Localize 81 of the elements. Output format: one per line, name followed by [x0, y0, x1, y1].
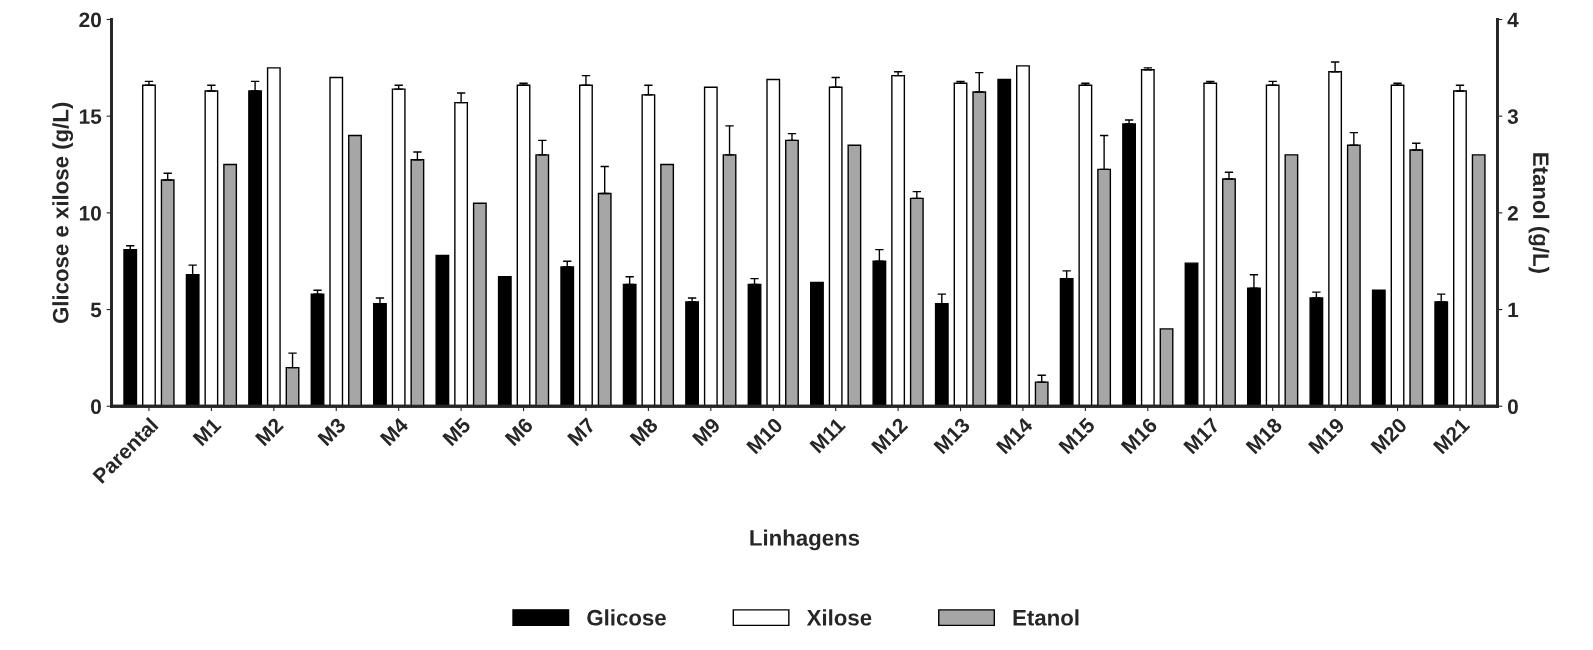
x-tick-label: M6: [504, 416, 534, 447]
bar: [828, 86, 843, 407]
bar: [1346, 144, 1361, 407]
bar: [766, 78, 781, 407]
legend-label: Etanol: [1013, 609, 1079, 626]
x-tick-label: M9: [691, 416, 722, 447]
bar: [1140, 69, 1155, 407]
y-tick-label: 0: [91, 399, 101, 414]
x-tick-label: M1: [192, 416, 222, 447]
bar: [972, 91, 987, 407]
y-tick-label: 15: [79, 109, 102, 124]
bar: [1409, 149, 1424, 407]
y-tick-label: 10: [79, 205, 101, 221]
bar: [1203, 82, 1218, 407]
bar: [535, 154, 550, 407]
bar: [722, 154, 737, 407]
bar: [685, 301, 700, 407]
bar: [373, 303, 387, 407]
bar: [641, 94, 656, 407]
x-tick-label: M8: [629, 416, 659, 447]
bar: [348, 134, 362, 407]
x-axis-title: Linhagens: [750, 529, 860, 551]
y2-axis-title: Etanol (g/L): [1528, 153, 1550, 273]
bar: [891, 74, 906, 407]
legend-label: Glicose: [587, 609, 666, 626]
bar: [497, 275, 512, 407]
x-tick-label: M19: [1307, 416, 1346, 455]
x-tick-label: M3: [317, 416, 347, 447]
bar: [204, 90, 219, 407]
y2-tick-label: 3: [1507, 109, 1518, 124]
bar: [1159, 328, 1174, 407]
bar: [1265, 84, 1280, 407]
x-tick-label: M10: [745, 416, 784, 455]
bar: [266, 67, 281, 407]
bar: [1371, 289, 1386, 407]
bar: [1034, 381, 1049, 407]
bar: [1434, 301, 1449, 407]
bar: [1471, 154, 1486, 407]
x-tick-label: M2: [254, 416, 284, 447]
x-tick-label: M7: [567, 417, 596, 447]
bar: [703, 86, 718, 407]
bar: [142, 84, 156, 407]
bar: [329, 76, 344, 407]
legend-label: Xilose: [806, 609, 872, 626]
x-tick-label: M11: [809, 416, 846, 454]
bar: [472, 202, 487, 407]
bar: [1122, 123, 1137, 407]
bar: [1390, 84, 1405, 407]
bar: [1078, 84, 1093, 407]
bar: [997, 78, 1012, 407]
bar: [1453, 90, 1467, 407]
bar: [391, 88, 406, 407]
bar: [953, 82, 968, 407]
bar: [810, 281, 824, 407]
bar: [248, 90, 263, 407]
y2-tick-label: 4: [1507, 12, 1519, 28]
bar: [560, 266, 575, 407]
bar: [1016, 65, 1030, 407]
y-axis-title: Glicose e xilose (g/L): [52, 102, 74, 324]
bar: [1284, 154, 1299, 407]
bar: [660, 163, 675, 407]
bar: [516, 84, 531, 407]
y2-tick-label: 2: [1507, 205, 1518, 221]
x-tick-label: M4: [379, 416, 410, 447]
bar: [123, 248, 138, 407]
bar: [310, 293, 325, 407]
y2-tick-label: 1: [1508, 302, 1519, 318]
bar: [747, 283, 762, 407]
y2-tick-label: 0: [1507, 399, 1518, 414]
bar: [1222, 178, 1236, 407]
bar: [160, 179, 175, 407]
bar: [1184, 262, 1199, 407]
y-tick-label: 5: [90, 302, 102, 318]
y-tick-label: 20: [79, 12, 101, 28]
bar: [1309, 297, 1324, 407]
x-tick-label: M20: [1370, 416, 1408, 455]
x-tick-label: M21: [1432, 416, 1471, 455]
x-tick-label: M5: [442, 416, 472, 447]
bar: [223, 163, 238, 407]
bar: [435, 254, 450, 407]
bar: [847, 144, 862, 407]
